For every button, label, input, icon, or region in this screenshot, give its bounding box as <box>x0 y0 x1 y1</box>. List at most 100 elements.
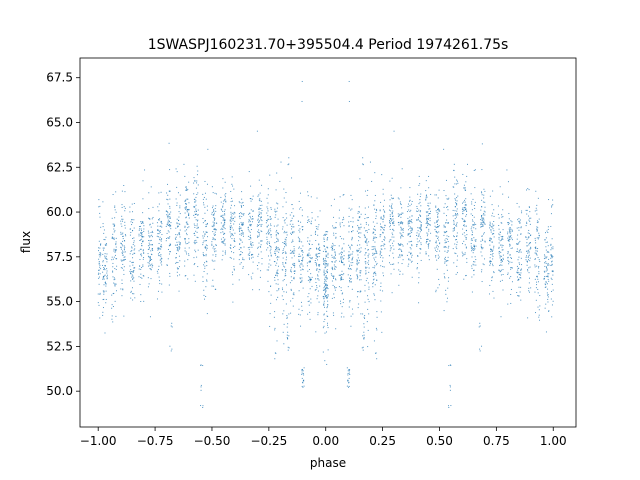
data-point <box>429 224 431 226</box>
data-point <box>104 244 106 246</box>
data-point <box>130 221 132 223</box>
data-point <box>240 253 242 255</box>
data-point <box>411 201 413 202</box>
data-point <box>268 241 270 243</box>
data-point <box>430 193 432 195</box>
data-point <box>99 256 101 258</box>
data-point <box>276 172 278 174</box>
data-point <box>372 238 374 240</box>
data-point <box>292 250 294 252</box>
data-point <box>509 243 511 245</box>
data-point <box>435 291 437 293</box>
data-point <box>443 234 445 236</box>
data-point <box>204 247 206 249</box>
data-point <box>121 225 123 227</box>
data-point <box>327 300 329 302</box>
data-point <box>150 186 152 188</box>
data-point <box>134 248 136 250</box>
data-point <box>520 272 522 274</box>
data-point <box>240 247 242 249</box>
data-point <box>204 267 206 269</box>
data-point <box>148 208 150 210</box>
data-point <box>242 223 244 225</box>
data-point <box>232 229 234 231</box>
data-point <box>286 234 288 236</box>
data-point <box>358 226 360 228</box>
data-point <box>429 224 431 226</box>
data-point <box>249 219 251 221</box>
data-point <box>521 264 523 266</box>
data-point <box>489 293 491 295</box>
data-point <box>379 254 381 256</box>
data-point <box>418 184 420 186</box>
data-point <box>293 264 295 266</box>
data-point <box>551 260 553 262</box>
data-point <box>160 240 162 242</box>
data-point <box>546 268 548 270</box>
data-point <box>471 230 473 232</box>
data-point <box>252 272 254 274</box>
data-point <box>211 213 213 215</box>
data-point <box>392 210 394 212</box>
data-point <box>539 319 541 321</box>
data-point <box>508 263 510 265</box>
data-point <box>258 199 260 201</box>
data-point <box>466 210 468 212</box>
data-point <box>528 254 530 256</box>
data-point <box>167 222 169 224</box>
data-point <box>447 247 449 249</box>
data-point <box>539 305 541 307</box>
data-point <box>372 282 374 284</box>
data-point <box>457 195 459 197</box>
data-point <box>202 222 204 224</box>
data-point <box>140 276 142 278</box>
data-point <box>114 268 116 270</box>
data-point <box>437 209 439 211</box>
data-point <box>309 279 311 281</box>
data-point <box>358 248 360 250</box>
data-point <box>535 250 537 252</box>
data-point <box>129 234 131 236</box>
data-point <box>184 260 186 262</box>
data-point <box>509 245 511 247</box>
data-point <box>285 252 287 254</box>
data-point <box>143 300 145 302</box>
data-point <box>380 216 382 218</box>
data-point <box>363 334 365 336</box>
data-point <box>231 271 233 273</box>
data-point <box>538 267 540 269</box>
data-point <box>115 191 117 193</box>
data-point <box>463 225 465 227</box>
data-point <box>435 227 437 229</box>
data-point <box>206 279 208 281</box>
data-point <box>242 266 244 268</box>
data-point <box>363 316 365 318</box>
data-point <box>383 227 385 229</box>
data-point <box>428 187 430 189</box>
data-point <box>490 251 492 253</box>
data-point <box>551 238 553 240</box>
data-point <box>408 233 410 235</box>
data-point <box>530 287 532 289</box>
data-point <box>291 251 293 253</box>
data-point <box>517 243 519 245</box>
data-point <box>393 224 395 226</box>
data-point <box>338 209 340 211</box>
data-point <box>250 225 252 227</box>
data-point <box>376 237 378 239</box>
data-point <box>300 207 302 209</box>
data-point <box>160 245 162 247</box>
data-point <box>242 232 244 234</box>
data-point <box>318 253 320 255</box>
data-point <box>544 262 546 264</box>
data-point <box>526 250 528 252</box>
data-point <box>229 225 231 227</box>
data-point <box>410 230 412 232</box>
data-point <box>376 329 378 331</box>
data-point <box>257 219 259 221</box>
data-point <box>525 225 527 227</box>
data-point <box>318 279 320 281</box>
data-point <box>465 247 467 249</box>
data-point <box>223 199 225 201</box>
data-point <box>324 248 326 250</box>
